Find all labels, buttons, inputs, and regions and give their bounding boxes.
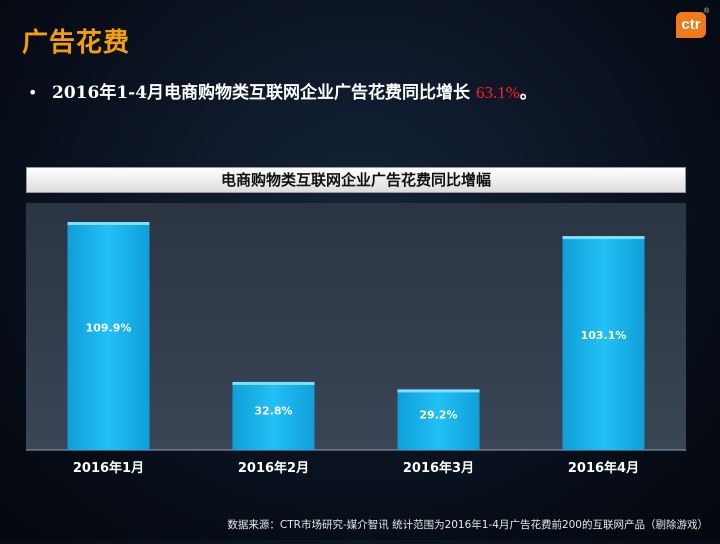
data-label-2: 32.8% [254, 405, 292, 418]
source-note: 数据来源：CTR市场研究-媒介智讯 统计范围为2016年1-4月广告花费前200… [227, 519, 708, 531]
bar-top-highlight-3 [397, 389, 480, 393]
bullet-end: 。 [519, 83, 537, 103]
summary-bullet: • 2016年1-4月电商购物类互联网企业广告花费同比增长 63.1%。 [28, 78, 537, 103]
bullet-text: 2016年1-4月电商购物类互联网企业广告花费同比增长 [52, 83, 476, 103]
bar-2 [232, 381, 315, 450]
bar-1 [67, 222, 150, 450]
bullet-highlight-value: 63.1% [475, 83, 520, 102]
bar-3 [397, 389, 480, 450]
category-label-4: 2016年4月 [568, 460, 639, 476]
bar-top-highlight-4 [562, 236, 645, 240]
category-label-3: 2016年3月 [403, 460, 474, 476]
bar-top-highlight-1 [67, 222, 150, 225]
bar-top-highlight-2 [232, 381, 315, 385]
data-label-3: 29.2% [419, 408, 457, 421]
slide-title: 广告花费 [22, 28, 131, 58]
data-label-1: 109.9% [86, 321, 132, 334]
data-label-4: 103.1% [581, 329, 627, 342]
category-label-1: 2016年1月 [73, 460, 144, 476]
bullet-dot-icon: • [28, 83, 38, 102]
bar-4 [562, 236, 645, 450]
chart-title: 电商购物类互联网企业广告花费同比增幅 [26, 167, 686, 193]
ctr-logo: ctr [676, 12, 706, 38]
ctr-logo-registered-mark: ® [704, 8, 710, 15]
category-label-2: 2016年2月 [238, 460, 309, 476]
